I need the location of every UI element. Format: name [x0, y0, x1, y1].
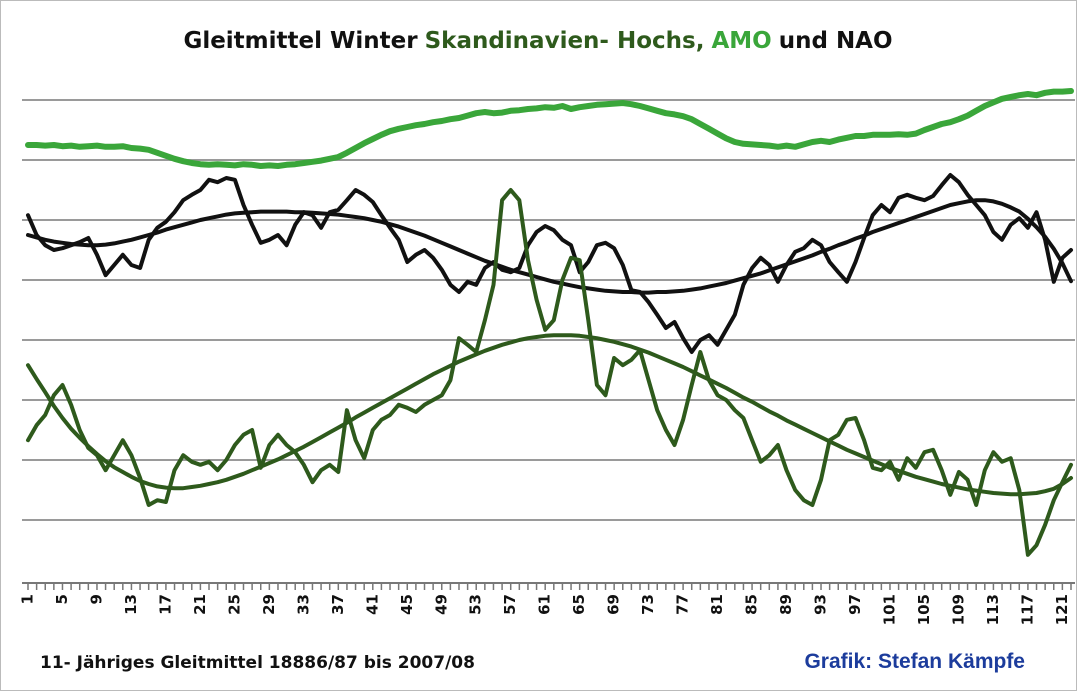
credit: Grafik: Stefan Kämpfe [804, 650, 1025, 673]
data-line [26, 173, 1073, 354]
title-part: AMO [711, 28, 771, 54]
x-tick-label: 117 [1018, 594, 1036, 625]
x-tick-label: 33 [294, 594, 312, 615]
x-tick-label: 45 [398, 594, 416, 615]
x-tick-label: 13 [122, 594, 140, 615]
x-tick-label: 41 [363, 594, 381, 615]
footnote: 11- Jähriges Gleitmittel 18886/87 bis 20… [40, 653, 475, 673]
x-tick-label: 73 [639, 594, 657, 615]
chart-title: Gleitmittel Winter Skandinavien- Hochs, AM… [183, 28, 892, 54]
x-tick-label: 85 [743, 594, 761, 615]
x-tick-label: 21 [191, 594, 209, 615]
data-line [25, 88, 1074, 169]
x-tick-label: 93 [812, 594, 830, 615]
x-tick-label: 69 [605, 594, 623, 615]
title-part: und NAO [779, 28, 893, 54]
x-tick-label: 25 [225, 594, 243, 615]
x-tick-label: 29 [260, 594, 278, 615]
x-tick-label: 1 [19, 594, 37, 604]
data-line [26, 333, 1073, 497]
x-tick-label: 113 [984, 594, 1002, 625]
x-tick-label: 65 [570, 594, 588, 615]
x-tick-label: 101 [880, 594, 898, 625]
x-tick-label: 121 [1053, 594, 1071, 625]
x-tick-label: 9 [87, 594, 105, 604]
x-tick-label: 97 [846, 594, 864, 615]
x-tick-label: 89 [777, 594, 795, 615]
data-line [26, 198, 1073, 295]
x-tick-label: 57 [501, 594, 519, 615]
x-tick-label: 61 [536, 594, 554, 615]
x-tick-label: 77 [674, 594, 692, 615]
x-tick-label: 37 [329, 594, 347, 615]
x-tick-label: 5 [53, 594, 71, 604]
x-tick-label: 53 [467, 594, 485, 615]
x-tick-label: 81 [708, 594, 726, 615]
x-tick-label: 49 [432, 594, 450, 615]
x-tick-label: 109 [949, 594, 967, 625]
data-line [26, 188, 1073, 557]
x-tick-label: 17 [156, 594, 174, 615]
x-tick-label: 105 [915, 594, 933, 625]
title-part: Skandinavien- Hochs, [425, 28, 705, 54]
title-part: Gleitmittel Winter [183, 28, 418, 54]
